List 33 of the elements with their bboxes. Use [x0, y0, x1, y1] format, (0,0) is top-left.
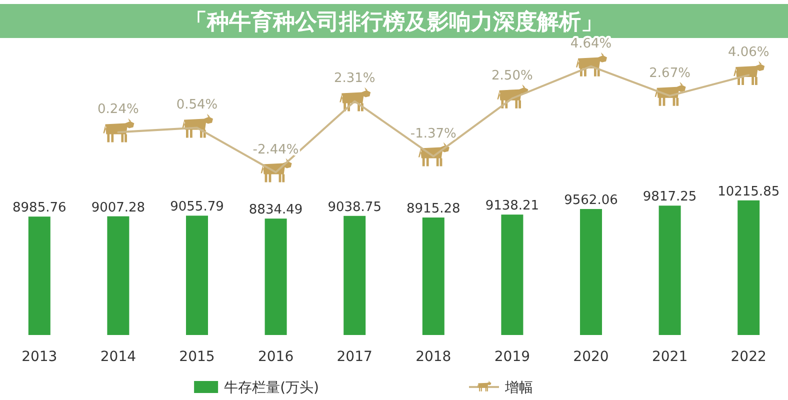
data-label: 4.64% [570, 36, 612, 52]
legend-label: 牛存栏量(万头) [224, 380, 319, 396]
data-label: 9562.06 [564, 193, 618, 208]
x-tick-label: 2016 [258, 349, 294, 365]
x-tick-label: 2021 [652, 349, 688, 365]
data-label: 9007.28 [91, 200, 146, 216]
data-label: 4.06% [728, 45, 770, 60]
x-tick-label: 2018 [416, 349, 452, 365]
data-label: 9055.79 [170, 200, 224, 215]
title: 「种牛育种公司排行榜及影响力深度解析」 [0, 4, 788, 38]
data-label: 9817.25 [642, 190, 697, 205]
data-label: 2.67% [649, 66, 690, 81]
data-label: 9038.75 [328, 200, 382, 215]
chart-title: 「种牛育种公司排行榜及影响力深度解析」 [185, 9, 603, 35]
x-tick-label: 2013 [22, 349, 58, 365]
data-label: 2.31% [334, 71, 376, 86]
data-label: 0.24% [98, 102, 139, 118]
x-tick-label: 2015 [179, 349, 215, 365]
x-tick-label: 2019 [494, 349, 530, 365]
x-tick-label: 2020 [573, 349, 609, 365]
legend-label: 增幅 [505, 380, 533, 396]
x-tick-label: 2017 [336, 349, 372, 365]
data-label: -2.44% [252, 142, 299, 158]
data-label: 9138.21 [485, 198, 540, 214]
x-tick-label: 2022 [730, 349, 766, 365]
data-label: 8834.49 [248, 202, 303, 218]
data-label: 0.54% [176, 98, 218, 113]
data-label: 8915.28 [406, 202, 460, 217]
data-label: 2.50% [492, 68, 533, 84]
data-label: -1.37% [410, 126, 456, 142]
x-tick-label: 2014 [100, 349, 136, 365]
data-label: 8985.76 [12, 200, 66, 216]
data-label: 10215.85 [718, 184, 780, 200]
